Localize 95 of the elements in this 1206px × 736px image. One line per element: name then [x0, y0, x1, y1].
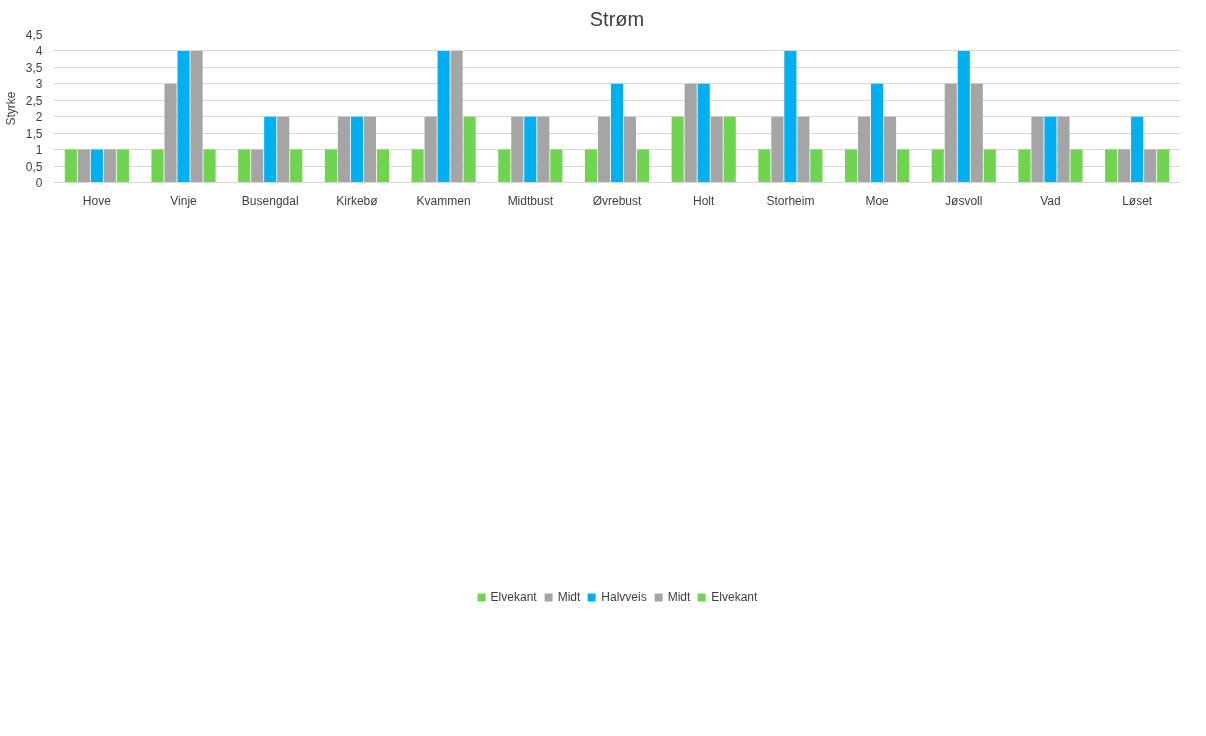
bar: [350, 116, 363, 183]
bar: [376, 149, 389, 183]
bar: [684, 83, 697, 183]
legend-label: Midt: [667, 589, 691, 604]
x-tick-label: Holt: [693, 193, 716, 208]
x-tick-label: Kvammen: [416, 193, 471, 208]
y-tick-label: 1,5: [25, 126, 43, 141]
bar: [511, 116, 524, 183]
x-tick-label: Moe: [865, 193, 890, 208]
bar: [437, 50, 450, 183]
bar: [77, 149, 90, 183]
bar: [1018, 149, 1031, 183]
bar: [463, 116, 476, 183]
bar: [758, 149, 771, 183]
bar: [90, 149, 103, 183]
bar: [597, 116, 611, 183]
bar: [797, 116, 810, 183]
y-axis-title: Styrke: [3, 91, 18, 126]
bar: [584, 149, 598, 183]
bar: [116, 149, 129, 183]
x-tick-label: Midtbust: [507, 193, 554, 208]
x-tick-label: Vad: [1040, 193, 1061, 208]
bar: [1105, 149, 1118, 183]
x-tick-label: Kirkebø: [336, 193, 379, 208]
bar: [810, 149, 823, 183]
bar: [957, 50, 970, 183]
bar: [871, 83, 884, 183]
y-tick-label: 4,5: [25, 28, 43, 42]
bar: [1070, 149, 1083, 183]
bar: [424, 116, 437, 183]
bar: [710, 116, 723, 183]
legend-label: Elvekant: [490, 589, 537, 604]
y-tick-label: 2,5: [25, 93, 43, 108]
bar: [1044, 116, 1057, 183]
y-tick-label: 3: [35, 77, 43, 92]
bar: [537, 116, 550, 183]
bar: [983, 149, 996, 183]
bar: [290, 149, 303, 183]
bar: [1144, 149, 1157, 183]
bar: [931, 149, 944, 183]
bar: [450, 50, 463, 183]
bar: [671, 116, 684, 183]
bar: [337, 116, 350, 183]
bar: [524, 116, 537, 183]
bar: [264, 116, 277, 183]
y-tick-label: 0,5: [25, 159, 43, 174]
bar: [251, 149, 264, 183]
bar: [164, 83, 177, 183]
bar: [623, 116, 637, 183]
bar: [190, 50, 203, 183]
x-tick-label: Hove: [82, 193, 112, 208]
bar: [697, 83, 710, 183]
y-tick-label: 2: [35, 110, 43, 125]
x-tick-label: Vinje: [170, 193, 198, 208]
y-tick-label: 4: [35, 44, 43, 59]
bar: [64, 149, 77, 183]
bar: [324, 149, 337, 183]
bar: [1118, 149, 1131, 183]
bar: [884, 116, 897, 183]
x-tick-label: Jøsvoll: [945, 193, 983, 208]
bar: [771, 116, 784, 183]
legend-label: Midt: [557, 589, 581, 604]
bar: [897, 149, 910, 183]
bar: [411, 149, 424, 183]
bar: [363, 116, 376, 183]
x-tick-label: Løset: [1122, 193, 1153, 208]
bar: [784, 50, 797, 183]
bar: [636, 149, 650, 183]
bar: [1157, 149, 1170, 183]
bar: [1031, 116, 1044, 183]
x-tick-label: Øvrebust: [592, 193, 643, 208]
bar: [238, 149, 251, 183]
bar: [151, 149, 164, 183]
y-tick-label: 1: [35, 143, 43, 158]
x-tick-label: Busengdal: [241, 193, 299, 208]
bar: [498, 149, 511, 183]
y-tick-label: 3,5: [25, 60, 43, 75]
legend-label: Elvekant: [711, 589, 758, 604]
bar: [858, 116, 871, 183]
bar: [1057, 116, 1070, 183]
bar: [845, 149, 858, 183]
bar: [970, 83, 983, 183]
bar: [944, 83, 957, 183]
bar: [103, 149, 116, 183]
bar: [550, 149, 563, 183]
bar: [203, 149, 216, 183]
bar: [610, 83, 624, 183]
y-tick-label: 0: [35, 176, 43, 190]
bar: [723, 116, 736, 183]
bar: [277, 116, 290, 183]
bar: [1131, 116, 1144, 183]
legend-label: Halvveis: [601, 589, 647, 604]
chart-title: Strøm: [589, 7, 645, 30]
bar: [177, 50, 190, 183]
x-tick-label: Storheim: [766, 193, 815, 208]
